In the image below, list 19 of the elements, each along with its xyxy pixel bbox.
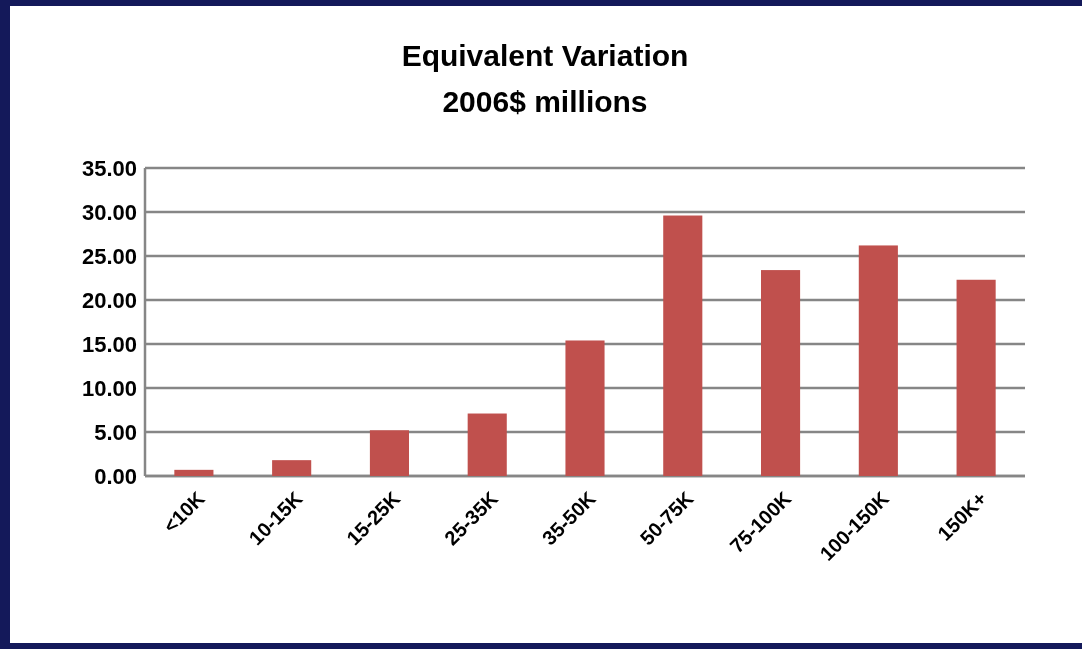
y-tick-label: 35.00 (81, 155, 137, 181)
y-tick-label: 30.00 (81, 199, 137, 225)
y-tick-label: 10.00 (81, 375, 137, 401)
bar (272, 460, 312, 476)
bar (761, 270, 801, 476)
bar (467, 413, 507, 476)
bar (858, 245, 898, 476)
chart-subtitle: 2006$ millions (442, 85, 648, 118)
bar (369, 430, 409, 476)
chart-title: Equivalent Variation (401, 39, 689, 72)
bar (174, 469, 214, 476)
y-tick-label: 0.00 (94, 463, 137, 489)
y-tick-label: 15.00 (81, 331, 137, 357)
y-tick-label: 5.00 (94, 419, 137, 445)
y-tick-label: 20.00 (81, 287, 137, 313)
bar (663, 215, 703, 476)
bar (956, 279, 996, 476)
bar (565, 340, 605, 476)
y-tick-label: 25.00 (81, 243, 137, 269)
